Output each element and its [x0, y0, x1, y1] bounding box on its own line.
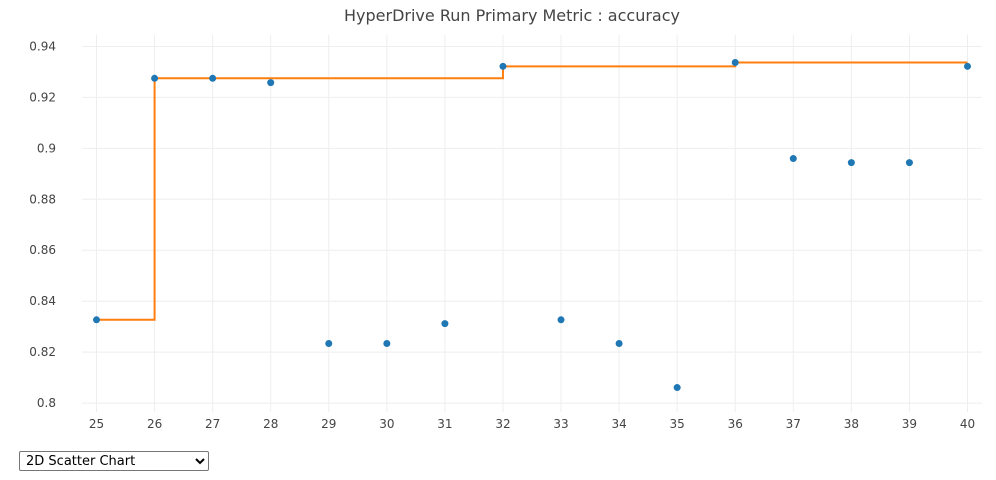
x-tick-label: 25	[89, 417, 104, 431]
x-axis-ticks: 25 26 27 28 29 30 31 32 33 34 35 36 37 38 39 40	[89, 417, 975, 431]
data-point[interactable]	[731, 59, 739, 67]
x-tick-label: 39	[902, 417, 917, 431]
x-tick-label: 28	[263, 417, 278, 431]
data-point[interactable]	[93, 316, 101, 324]
series-layer	[96, 61, 968, 321]
data-point[interactable]	[325, 339, 333, 347]
y-tick-label: 0.86	[29, 243, 56, 257]
x-tick-label: 31	[437, 417, 452, 431]
points-layer	[93, 59, 971, 392]
x-tick-label: 32	[495, 417, 510, 431]
data-point[interactable]	[615, 339, 623, 347]
x-tick-label: 26	[147, 417, 162, 431]
x-grid-lines	[96, 35, 968, 412]
data-point[interactable]	[267, 79, 275, 87]
x-tick-label: 35	[670, 417, 685, 431]
y-tick-label: 0.9	[37, 141, 56, 155]
y-tick-label: 0.84	[29, 294, 56, 308]
data-point[interactable]	[557, 316, 565, 324]
x-tick-label: 40	[960, 417, 975, 431]
chart-type-select[interactable]: 2D Scatter Chart	[19, 451, 209, 471]
data-point[interactable]	[963, 62, 971, 70]
data-point[interactable]	[209, 74, 217, 82]
x-tick-label: 29	[321, 417, 336, 431]
chart-title: HyperDrive Run Primary Metric : accuracy	[344, 6, 680, 25]
data-point[interactable]	[905, 159, 913, 167]
best-metric-step-line	[96, 61, 968, 321]
y-grid-lines	[82, 45, 982, 404]
x-tick-label: 33	[553, 417, 568, 431]
x-tick-label: 27	[205, 417, 220, 431]
data-point[interactable]	[441, 320, 449, 328]
y-axis-ticks: 0.8 0.82 0.84 0.86 0.88 0.9 0.92 0.94	[29, 39, 56, 410]
accuracy-chart: HyperDrive Run Primary Metric : accuracy…	[29, 6, 982, 431]
x-tick-label: 34	[611, 417, 626, 431]
data-point[interactable]	[151, 74, 159, 82]
x-tick-label: 36	[728, 417, 743, 431]
data-point[interactable]	[673, 384, 681, 392]
y-tick-label: 0.92	[29, 90, 56, 104]
data-point[interactable]	[847, 159, 855, 167]
x-tick-label: 37	[786, 417, 801, 431]
x-tick-label: 38	[844, 417, 859, 431]
y-tick-label: 0.82	[29, 345, 56, 359]
y-tick-label: 0.8	[37, 396, 56, 410]
y-tick-label: 0.88	[29, 192, 56, 206]
data-point[interactable]	[499, 62, 507, 70]
y-tick-label: 0.94	[29, 39, 56, 53]
data-point[interactable]	[789, 155, 797, 163]
data-point[interactable]	[383, 339, 391, 347]
x-tick-label: 30	[379, 417, 394, 431]
